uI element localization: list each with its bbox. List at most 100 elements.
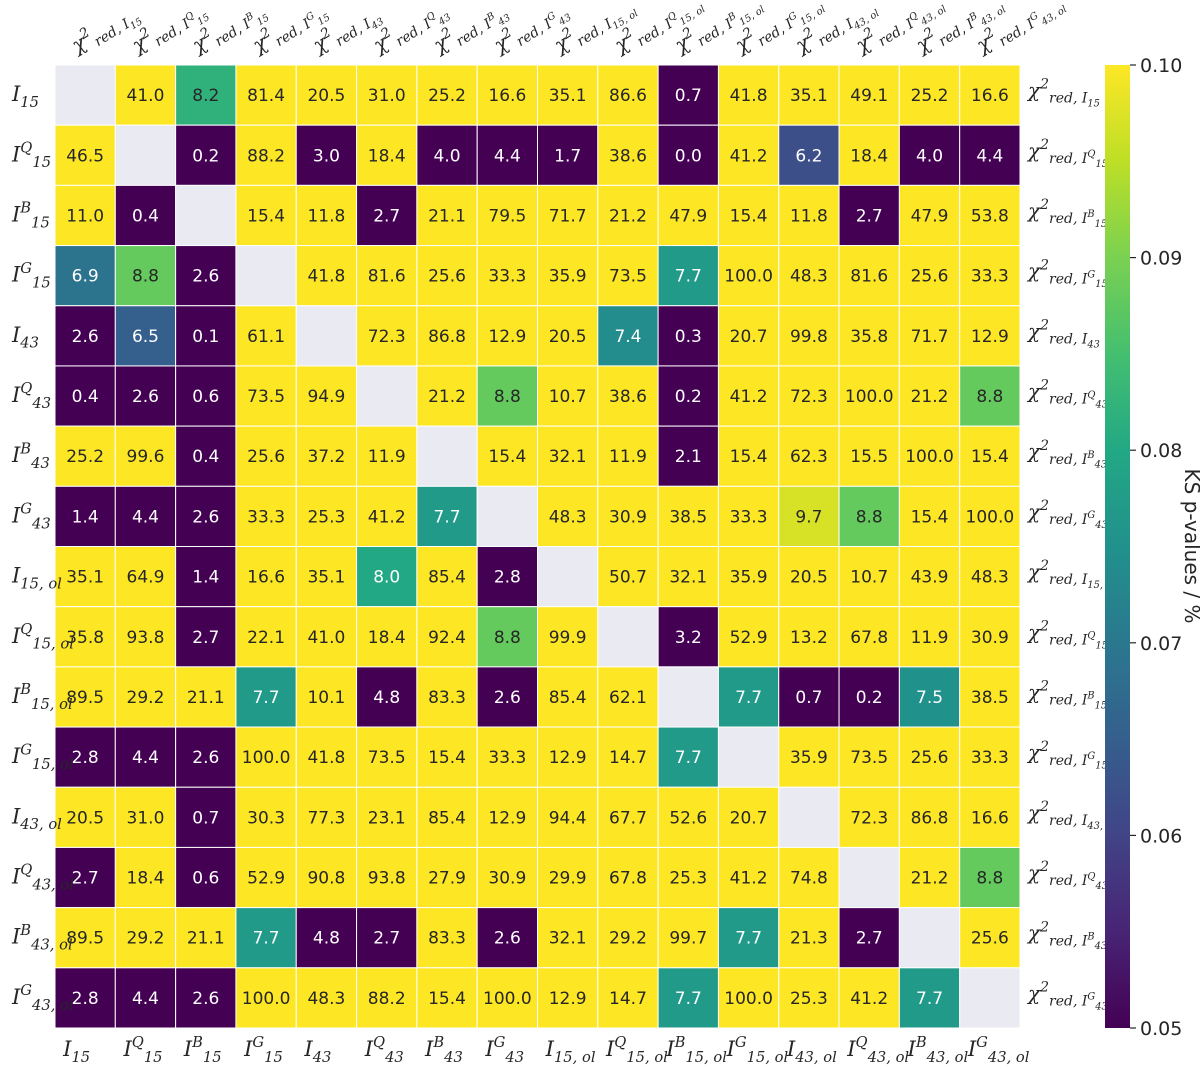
cell: [657, 546, 719, 608]
row-label: IB15, ol: [11, 681, 73, 713]
cell-label: 90.8: [307, 869, 345, 889]
cell: [114, 907, 177, 969]
cell-label: 18.4: [368, 628, 406, 648]
cell: [175, 726, 237, 788]
column-label: χ2red, I15: [65, 0, 145, 65]
cell: [959, 305, 1021, 367]
x-label: IG15: [243, 1034, 283, 1066]
cell-label: 85.4: [428, 808, 466, 828]
cell-label: 3.0: [313, 146, 340, 166]
cell-label: 21.1: [187, 688, 225, 708]
cell-label: 2.7: [856, 929, 883, 949]
cell: [898, 365, 961, 427]
cell-label: 30.9: [488, 869, 526, 889]
cell: [838, 726, 900, 788]
cell-label: 72.3: [850, 808, 888, 828]
cell-label: 12.9: [971, 327, 1009, 347]
cell-label: 25.2: [428, 86, 466, 106]
cell: [657, 485, 719, 547]
missing-cell: [597, 606, 659, 668]
cell: [778, 184, 840, 247]
cell-label: 77.3: [307, 808, 345, 828]
cell-label: 71.7: [549, 206, 587, 226]
cell: [898, 245, 961, 307]
cell: [235, 365, 297, 427]
missing-cell: [476, 485, 538, 547]
cell: [657, 726, 719, 788]
cell-label: 0.3: [675, 327, 702, 347]
cell-label: 50.7: [609, 568, 647, 588]
cell-label: 0.4: [132, 206, 159, 226]
cell: [838, 907, 900, 969]
cell-label: 2.1: [675, 447, 702, 467]
cell: [416, 184, 478, 247]
cell: [959, 907, 1021, 969]
cell: [537, 124, 599, 186]
cell-label: 11.0: [66, 206, 104, 226]
cell: [597, 425, 659, 487]
cell-label: 72.3: [790, 387, 828, 407]
x-label: I15, ol: [545, 1037, 596, 1066]
cell: [235, 606, 297, 668]
cell-label: 10.1: [307, 688, 345, 708]
cell-label: 35.1: [790, 86, 828, 106]
cell-label: 35.1: [307, 568, 345, 588]
cell-label: 27.9: [428, 869, 466, 889]
row-label: IB43, ol: [11, 922, 73, 954]
missing-cell: [657, 666, 719, 728]
cell-label: 32.1: [549, 447, 587, 467]
cell: [295, 606, 358, 668]
cell-label: 2.7: [856, 206, 883, 226]
cell-label: 12.9: [488, 327, 526, 347]
cell-label: 100.0: [483, 989, 532, 1009]
missing-cell: [114, 124, 177, 186]
cell: [597, 305, 659, 367]
cell-label: 0.0: [675, 146, 702, 166]
cell-label: 7.7: [434, 507, 461, 527]
cell-label: 21.2: [428, 387, 466, 407]
cell-label: 30.9: [609, 507, 647, 527]
cell-label: 41.2: [368, 507, 406, 527]
row-label: I15, ol: [11, 564, 62, 593]
cell: [235, 546, 297, 608]
cell-label: 2.6: [494, 688, 521, 708]
cell: [717, 786, 780, 848]
cell: [356, 967, 418, 1029]
x-label: I43: [303, 1037, 331, 1066]
cell-label: 21.2: [911, 869, 949, 889]
right-label: χ2red, I43: [1026, 317, 1100, 350]
cell-label: 94.9: [307, 387, 345, 407]
cell: [537, 726, 599, 788]
cell: [476, 184, 538, 247]
cell: [175, 124, 237, 186]
cell-label: 48.3: [790, 267, 828, 287]
cell: [476, 365, 538, 427]
cell: [476, 425, 538, 487]
cell-label: 31.0: [127, 808, 165, 828]
cell-label: 29.2: [127, 929, 165, 949]
cell-label: 0.6: [192, 387, 219, 407]
cell-label: 93.8: [368, 869, 406, 889]
cell: [717, 546, 780, 608]
cell: [717, 485, 780, 547]
cell: [778, 305, 840, 367]
cell-label: 83.3: [428, 929, 466, 949]
row-label: I43: [11, 323, 39, 352]
cell-label: 25.2: [911, 86, 949, 106]
cell-label: 12.9: [549, 748, 587, 768]
cell-label: 15.4: [971, 447, 1009, 467]
cell-label: 7.4: [614, 327, 641, 347]
missing-cell: [54, 64, 116, 126]
cell-label: 29.9: [549, 869, 587, 889]
cell-label: 100.0: [242, 989, 291, 1009]
colorbar-tick-label: 0.10: [1140, 55, 1182, 77]
cell-label: 47.9: [669, 206, 707, 226]
cell: [54, 184, 116, 247]
right-label: χ2red, I15, ol: [1026, 558, 1115, 591]
cell: [235, 425, 297, 487]
cell-label: 41.2: [850, 989, 888, 1009]
x-label: IQ43: [364, 1034, 404, 1066]
cell: [898, 425, 961, 487]
cell: [657, 907, 719, 969]
